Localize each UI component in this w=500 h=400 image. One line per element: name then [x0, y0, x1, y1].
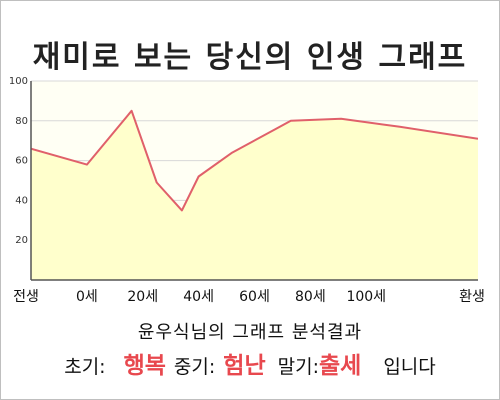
x-tick-label: 환생: [459, 289, 485, 305]
late-value: 출세: [319, 353, 362, 379]
early-value: 행복: [123, 353, 166, 379]
result-summary: 초기: 행복 중기: 험난 말기:출세 입니다: [0, 346, 500, 380]
y-tick-label: 80: [15, 116, 28, 127]
y-tick-label: 100: [9, 76, 28, 87]
x-tick-label: 60세: [239, 289, 270, 305]
result-suffix: 입니다: [383, 356, 436, 378]
chart-title: 재미로 보는 당신의 인생 그래프: [32, 40, 468, 75]
x-tick-label: 20세: [127, 289, 159, 305]
y-tick-labels: 20 40 60 80 100: [9, 76, 28, 246]
result-heading: 윤우식님의 그래프 분석결과: [137, 322, 363, 343]
mid-value: 험난: [223, 353, 266, 379]
x-tick-label: 40세: [183, 289, 214, 305]
life-line: [31, 109, 478, 212]
y-tick-label: 20: [15, 235, 28, 246]
x-tick-label: 0세: [75, 289, 98, 305]
early-label: 초기:: [64, 356, 106, 378]
late-label: 말기:: [277, 356, 319, 378]
y-tick-label: 60: [15, 156, 28, 167]
mid-label: 중기:: [173, 356, 216, 378]
x-tick-label: 100세: [346, 289, 387, 305]
x-tick-label: 전생: [13, 289, 39, 305]
y-tick-label: 40: [15, 195, 28, 206]
life-area: [31, 110, 478, 280]
x-tick-label: 80세: [295, 289, 326, 305]
